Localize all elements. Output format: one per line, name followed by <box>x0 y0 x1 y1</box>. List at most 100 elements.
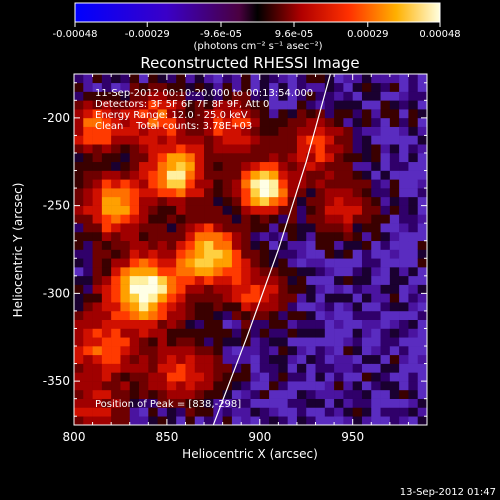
heatmap-cell <box>101 170 112 180</box>
heatmap-cell <box>278 407 288 417</box>
heatmap-cell <box>111 354 121 364</box>
heatmap-cell <box>417 170 427 180</box>
heatmap-cell <box>74 170 84 180</box>
heatmap-cell <box>204 354 214 364</box>
heatmap-cell <box>120 188 131 198</box>
heatmap-cell <box>324 117 335 127</box>
heatmap-cell <box>120 267 131 277</box>
heatmap-cell <box>334 337 344 347</box>
colorbar-tick-label: 9.6e-05 <box>275 29 313 40</box>
heatmap-cell <box>92 231 103 242</box>
heatmap-cell <box>101 82 112 92</box>
heatmap-cell <box>399 354 409 364</box>
heatmap-cell <box>371 398 381 408</box>
heatmap-cell <box>408 267 419 277</box>
heatmap-cell <box>204 310 214 320</box>
heatmap-cell <box>129 372 140 382</box>
heatmap-cell <box>324 302 335 312</box>
heatmap-cell <box>166 389 177 399</box>
heatmap-cell <box>204 109 214 119</box>
heatmap-cell <box>204 161 214 171</box>
heatmap-cell <box>371 275 381 285</box>
heatmap-cell <box>334 328 344 338</box>
heatmap-cell <box>139 91 149 101</box>
heatmap-cell <box>399 240 409 250</box>
heatmap-cell <box>324 346 335 356</box>
heatmap-cell <box>361 100 372 110</box>
heatmap-cell <box>185 328 196 338</box>
heatmap-cell <box>296 135 307 145</box>
heatmap-cell <box>204 337 214 347</box>
heatmap-cell <box>222 231 233 242</box>
heatmap-cell <box>389 135 400 145</box>
heatmap-cell <box>129 223 140 233</box>
heatmap-cell <box>343 188 353 198</box>
heatmap-cell <box>241 100 251 110</box>
heatmap-cell <box>129 214 140 224</box>
heatmap-cell <box>139 275 149 285</box>
heatmap-cell <box>361 258 372 268</box>
x-tick-label: 950 <box>341 430 364 444</box>
heatmap-cell <box>101 354 112 364</box>
heatmap-cell <box>241 126 251 136</box>
heatmap-cell <box>250 240 261 250</box>
heatmap-cell <box>213 249 223 259</box>
heatmap-cell <box>139 328 149 338</box>
heatmap-cell <box>231 91 242 101</box>
heatmap-cell <box>315 319 326 329</box>
heatmap-cell <box>306 144 316 154</box>
heatmap-cell <box>176 161 186 171</box>
heatmap-cell <box>380 310 391 320</box>
heatmap-cell <box>92 74 103 84</box>
heatmap-cell <box>315 240 326 250</box>
heatmap-cell <box>389 407 400 417</box>
heatmap-cell <box>278 258 288 268</box>
heatmap-cell <box>380 293 391 303</box>
heatmap-cell <box>408 398 419 408</box>
heatmap-cell <box>371 188 381 198</box>
heatmap-cell <box>296 117 307 127</box>
heatmap-cell <box>269 152 279 163</box>
colorbar-ticks: -0.00048 -0.00029 -9.6e-05 9.6e-05 0.00029 0.… <box>53 22 461 40</box>
heatmap-cell <box>334 319 344 329</box>
heatmap-cell <box>241 82 251 92</box>
heatmap-cell <box>417 74 427 84</box>
heatmap-cell <box>241 91 251 101</box>
heatmap-cell <box>352 328 363 338</box>
heatmap-cell <box>185 310 196 320</box>
heatmap-cell <box>120 223 131 233</box>
heatmap-cell <box>139 144 149 154</box>
heatmap-cell <box>204 126 214 136</box>
heatmap-cell <box>92 179 103 189</box>
heatmap-cell <box>296 91 307 101</box>
heatmap-cell <box>278 284 288 294</box>
heatmap-cell <box>129 416 140 425</box>
heatmap-cell <box>306 196 316 206</box>
heatmap-cell <box>408 319 419 329</box>
heatmap-cell <box>222 240 233 250</box>
heatmap-cell <box>417 152 427 163</box>
heatmap-cell <box>361 354 372 364</box>
heatmap-cell <box>259 302 270 312</box>
heatmap-cell <box>231 319 242 329</box>
heatmap-cell <box>343 275 353 285</box>
heatmap-cell <box>324 319 335 329</box>
heatmap-cell <box>101 196 112 206</box>
heatmap-cell <box>269 249 279 259</box>
heatmap-cell <box>269 135 279 145</box>
heatmap-cell <box>111 161 121 171</box>
heatmap-cell <box>296 205 307 215</box>
heatmap-cell <box>83 267 93 277</box>
colorbar-tick-label: -0.00048 <box>53 29 98 40</box>
heatmap-cell <box>194 109 205 119</box>
heatmap-cell <box>343 161 353 171</box>
heatmap-cell <box>380 337 391 347</box>
heatmap-cell <box>74 389 84 399</box>
heatmap-cell <box>361 117 372 127</box>
heatmap-cell <box>157 135 168 145</box>
heatmap-cell <box>157 240 168 250</box>
heatmap-cell <box>269 240 279 250</box>
heatmap-cell <box>324 249 335 259</box>
heatmap-cell <box>259 126 270 136</box>
heatmap-cell <box>185 135 196 145</box>
